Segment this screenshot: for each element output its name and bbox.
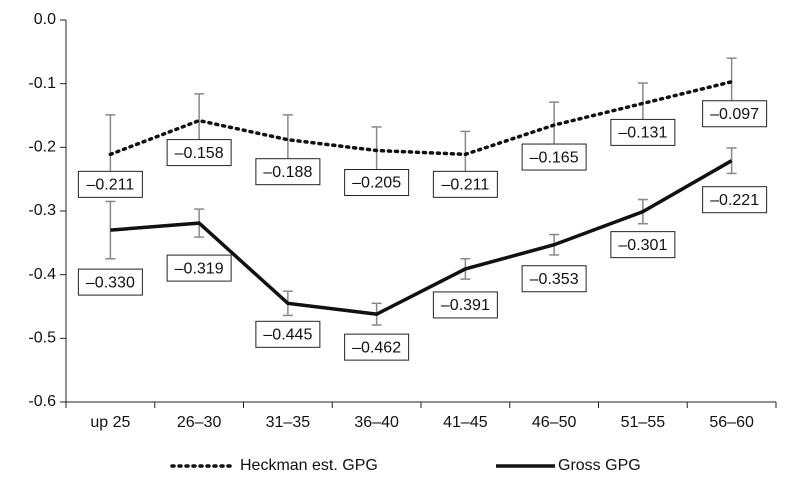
data-label: –0.131 — [618, 125, 667, 142]
data-label-box — [432, 291, 498, 319]
data-label: –0.158 — [175, 145, 224, 162]
data-label: –0.097 — [710, 106, 759, 123]
y-tick-label: -0.1 — [28, 75, 56, 92]
data-label: –0.301 — [618, 237, 667, 254]
data-label: –0.165 — [530, 149, 579, 166]
y-tick-label: -0.5 — [28, 330, 56, 347]
data-label: –0.211 — [442, 177, 490, 194]
data-label: –0.391 — [441, 297, 490, 314]
data-label: –0.319 — [175, 260, 224, 277]
y-tick-label: 0.0 — [34, 11, 56, 28]
y-tick-label: -0.4 — [28, 266, 56, 283]
y-tick-label: -0.3 — [28, 202, 56, 219]
data-label: –0.188 — [263, 164, 312, 181]
line — [108, 80, 734, 157]
data-label-box — [77, 170, 143, 198]
data-label-box — [702, 186, 768, 214]
x-tick-label: 36–40 — [354, 414, 399, 431]
data-label-box — [702, 100, 768, 128]
x-tick-label: 56–60 — [709, 414, 754, 431]
data-label-box — [77, 268, 143, 296]
x-tick-label: 31–35 — [266, 414, 311, 431]
data-label-box — [166, 254, 232, 282]
legend-label: Gross GPG — [558, 457, 641, 474]
y-tick-label: -0.2 — [28, 139, 56, 156]
data-label-box — [255, 158, 321, 186]
data-label: –0.462 — [352, 339, 401, 356]
data-label-box — [432, 170, 498, 198]
x-tick-label: 26–30 — [177, 414, 222, 431]
data-label-box — [521, 265, 587, 293]
y-tick-label: -0.6 — [28, 393, 56, 410]
data-label: –0.353 — [530, 271, 579, 288]
data-label-box — [610, 231, 676, 259]
x-tick-label: 41–45 — [443, 414, 488, 431]
x-tick-label: up 25 — [90, 414, 130, 431]
data-label: –0.221 — [710, 192, 759, 209]
data-label: –0.205 — [352, 175, 401, 192]
data-label-box — [521, 143, 587, 171]
legend-label: Heckman est. GPG — [240, 457, 378, 474]
data-label: –0.445 — [263, 327, 312, 344]
x-tick-label: 51–55 — [621, 414, 666, 431]
data-label-box — [610, 118, 676, 146]
data-label-box — [344, 169, 410, 197]
data-label: –0.330 — [86, 274, 135, 291]
data-label-box — [344, 333, 410, 361]
data-label-box — [166, 139, 232, 167]
data-label-box — [255, 320, 321, 348]
x-tick-label: 46–50 — [532, 414, 577, 431]
data-label: –0.211 — [87, 177, 135, 194]
line — [110, 159, 733, 316]
